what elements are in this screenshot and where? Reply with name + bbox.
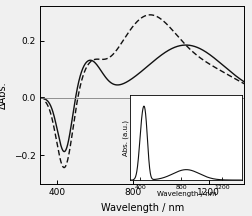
X-axis label: Wavelength / nm: Wavelength / nm	[101, 203, 184, 213]
Y-axis label: ΔAbs.: ΔAbs.	[0, 81, 8, 109]
